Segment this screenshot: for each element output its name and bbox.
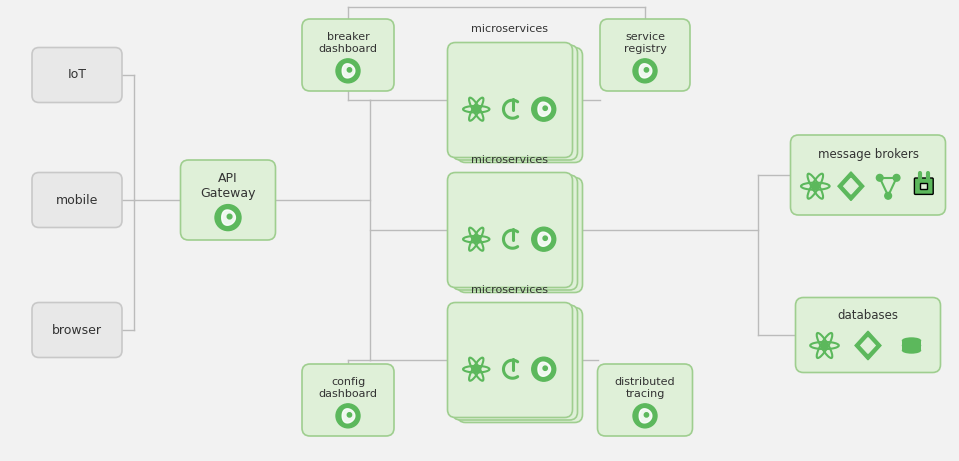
FancyBboxPatch shape [180,160,275,240]
Polygon shape [640,64,652,78]
Polygon shape [342,409,355,423]
Circle shape [531,97,556,121]
Circle shape [822,343,828,349]
FancyBboxPatch shape [448,302,573,418]
Text: mobile: mobile [56,194,98,207]
FancyBboxPatch shape [597,364,692,436]
FancyBboxPatch shape [914,178,933,195]
FancyBboxPatch shape [32,302,122,357]
Text: microservices: microservices [472,284,549,295]
FancyBboxPatch shape [457,307,582,422]
Text: service
registry: service registry [623,32,667,53]
Text: distributed
tracing: distributed tracing [615,377,675,399]
Circle shape [531,227,556,251]
Bar [901,345,922,350]
Polygon shape [342,64,355,78]
FancyBboxPatch shape [32,47,122,102]
Circle shape [336,404,360,428]
Circle shape [531,357,556,381]
Text: config
dashboard: config dashboard [318,377,378,399]
Circle shape [543,366,548,370]
Circle shape [633,404,657,428]
Circle shape [633,59,657,83]
FancyBboxPatch shape [457,47,582,162]
Text: browser: browser [52,324,102,337]
Circle shape [885,192,892,199]
Polygon shape [538,102,550,116]
Circle shape [474,366,479,372]
Circle shape [347,413,352,417]
Circle shape [812,183,818,189]
Text: databases: databases [837,309,899,322]
Circle shape [644,68,648,72]
Ellipse shape [901,347,922,354]
FancyBboxPatch shape [448,172,573,288]
FancyBboxPatch shape [448,42,573,158]
Ellipse shape [901,342,922,349]
FancyBboxPatch shape [32,172,122,227]
Polygon shape [538,362,550,376]
FancyBboxPatch shape [302,19,394,91]
FancyBboxPatch shape [790,135,946,215]
Text: API
Gateway: API Gateway [200,171,256,200]
Circle shape [543,236,548,240]
Ellipse shape [901,337,922,344]
Polygon shape [861,338,876,353]
Polygon shape [855,331,881,360]
Text: message brokers: message brokers [817,148,919,161]
Circle shape [877,174,883,181]
Circle shape [893,174,900,181]
Polygon shape [838,172,864,201]
FancyBboxPatch shape [796,297,941,372]
Polygon shape [538,232,550,246]
Circle shape [474,236,479,242]
FancyBboxPatch shape [453,305,577,420]
Circle shape [644,413,648,417]
FancyBboxPatch shape [457,177,582,292]
Text: microservices: microservices [472,24,549,35]
Circle shape [227,214,232,219]
Circle shape [347,68,352,72]
Text: breaker
dashboard: breaker dashboard [318,32,378,53]
FancyBboxPatch shape [600,19,690,91]
FancyBboxPatch shape [921,183,927,189]
Polygon shape [844,178,858,194]
Bar [901,341,922,345]
Text: IoT: IoT [67,69,86,82]
Polygon shape [222,210,235,225]
Circle shape [474,106,479,112]
Circle shape [336,59,360,83]
FancyBboxPatch shape [453,45,577,160]
Text: microservices: microservices [472,154,549,165]
FancyBboxPatch shape [453,175,577,290]
Circle shape [215,205,241,230]
Polygon shape [640,409,652,423]
Circle shape [543,106,548,110]
FancyBboxPatch shape [302,364,394,436]
